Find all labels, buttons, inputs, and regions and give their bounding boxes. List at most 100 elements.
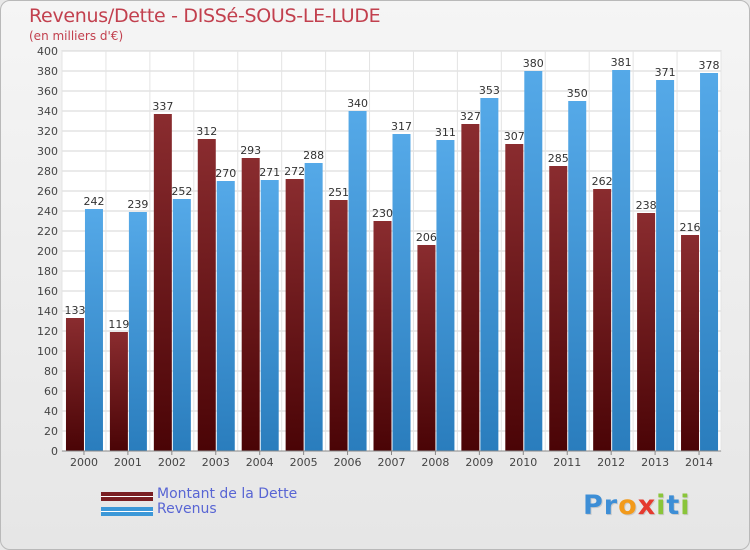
bar-dette <box>109 332 128 451</box>
data-label-dette: 293 <box>240 144 261 157</box>
data-label-revenus: 288 <box>303 149 324 162</box>
bars-layer: 133 242 119 239 337 252 312 270 293 271 272 288 251 3… <box>64 56 720 451</box>
bar-revenus <box>128 212 147 451</box>
x-tick-label: 2007 <box>378 456 406 469</box>
legend-label-revenus: Revenus <box>157 501 217 517</box>
bar-revenus <box>172 199 191 451</box>
bar-revenus <box>348 111 367 451</box>
bar-revenus <box>84 209 103 451</box>
data-label-revenus: 350 <box>567 87 588 100</box>
bar-revenus <box>524 71 543 451</box>
chart-title: Revenus/Dette - DISSé-SOUS-LE-LUDE <box>29 5 381 27</box>
bar-revenus <box>260 180 279 451</box>
x-axis: 2000 2001 2002 2003 2004 2005 2006 2007 2008 2009… <box>62 450 721 469</box>
logo-letter: i <box>656 490 667 521</box>
data-label-dette: 307 <box>504 130 525 143</box>
proxiti-logo: Proxiti <box>583 490 691 521</box>
data-label-dette: 216 <box>680 221 701 234</box>
y-tick-label: 180 <box>37 265 58 278</box>
y-tick-label: 240 <box>37 205 58 218</box>
data-label-dette: 230 <box>372 207 393 220</box>
legend-label-dette: Montant de la Dette <box>157 486 298 502</box>
bar-dette <box>681 235 700 451</box>
y-tick-label: 60 <box>44 385 58 398</box>
data-label-dette: 327 <box>460 110 481 123</box>
bar-revenus <box>216 181 235 451</box>
x-tick-label: 2009 <box>465 456 493 469</box>
bar-dette <box>65 318 84 451</box>
bar-dette <box>241 158 260 451</box>
bar-dette <box>549 166 568 451</box>
bar-dette <box>417 245 436 451</box>
data-label-dette: 133 <box>64 304 85 317</box>
x-tick-label: 2008 <box>421 456 449 469</box>
bar-dette <box>505 144 524 451</box>
y-tick-label: 0 <box>51 445 58 458</box>
bar-dette <box>373 221 392 451</box>
bar-revenus <box>568 101 587 451</box>
data-label-revenus: 380 <box>523 57 544 70</box>
logo-letter: o <box>618 490 638 521</box>
data-label-revenus: 252 <box>171 185 192 198</box>
y-tick-label: 160 <box>37 285 58 298</box>
logo-letter: x <box>637 490 657 521</box>
data-label-revenus: 381 <box>611 56 632 69</box>
data-label-dette: 272 <box>284 165 305 178</box>
data-label-revenus: 378 <box>699 59 720 72</box>
data-label-revenus: 239 <box>127 198 148 211</box>
bar-revenus <box>392 134 411 451</box>
y-tick-label: 120 <box>37 325 58 338</box>
y-tick-label: 360 <box>37 85 58 98</box>
y-tick-label: 40 <box>44 405 58 418</box>
bar-revenus <box>700 73 719 451</box>
y-tick-label: 380 <box>37 65 58 78</box>
data-label-revenus: 340 <box>347 97 368 110</box>
y-tick-label: 200 <box>37 245 58 258</box>
bar-dette <box>197 139 216 451</box>
x-tick-label: 2003 <box>202 456 230 469</box>
x-tick-label: 2006 <box>334 456 362 469</box>
data-label-revenus: 353 <box>479 84 500 97</box>
data-label-dette: 312 <box>196 125 217 138</box>
y-tick-label: 320 <box>37 125 58 138</box>
bar-revenus <box>612 70 631 451</box>
x-tick-label: 2000 <box>70 456 98 469</box>
data-label-revenus: 271 <box>259 166 280 179</box>
bar-dette <box>153 114 172 451</box>
bar-revenus <box>480 98 499 451</box>
legend-swatch-revenus <box>101 507 153 516</box>
x-tick-label: 2013 <box>641 456 669 469</box>
x-tick-label: 2010 <box>509 456 537 469</box>
data-label-dette: 119 <box>108 318 129 331</box>
data-label-dette: 262 <box>592 175 613 188</box>
data-label-revenus: 242 <box>83 195 104 208</box>
bar-revenus <box>304 163 323 451</box>
bar-dette <box>637 213 656 451</box>
data-label-revenus: 317 <box>391 120 412 133</box>
x-tick-label: 2001 <box>114 456 142 469</box>
bar-dette <box>461 124 480 451</box>
data-label-revenus: 371 <box>655 66 676 79</box>
y-tick-label: 300 <box>37 145 58 158</box>
bar-revenus <box>656 80 675 451</box>
y-tick-label: 400 <box>37 45 58 58</box>
logo-letter: t <box>666 490 681 521</box>
y-tick-label: 340 <box>37 105 58 118</box>
y-tick-label: 20 <box>44 425 58 438</box>
data-label-dette: 337 <box>152 100 173 113</box>
x-tick-label: 2012 <box>597 456 625 469</box>
legend-swatch-dette <box>101 492 153 501</box>
x-tick-label: 2011 <box>553 456 581 469</box>
data-label-dette: 285 <box>548 152 569 165</box>
logo-letter: i <box>680 490 691 521</box>
logo-letter: P <box>583 490 604 521</box>
y-tick-label: 280 <box>37 165 58 178</box>
y-tick-label: 100 <box>37 345 58 358</box>
data-label-revenus: 270 <box>215 167 236 180</box>
logo-letter: r <box>603 490 619 521</box>
x-tick-label: 2004 <box>246 456 274 469</box>
data-label-dette: 238 <box>636 199 657 212</box>
x-tick-label: 2002 <box>158 456 186 469</box>
